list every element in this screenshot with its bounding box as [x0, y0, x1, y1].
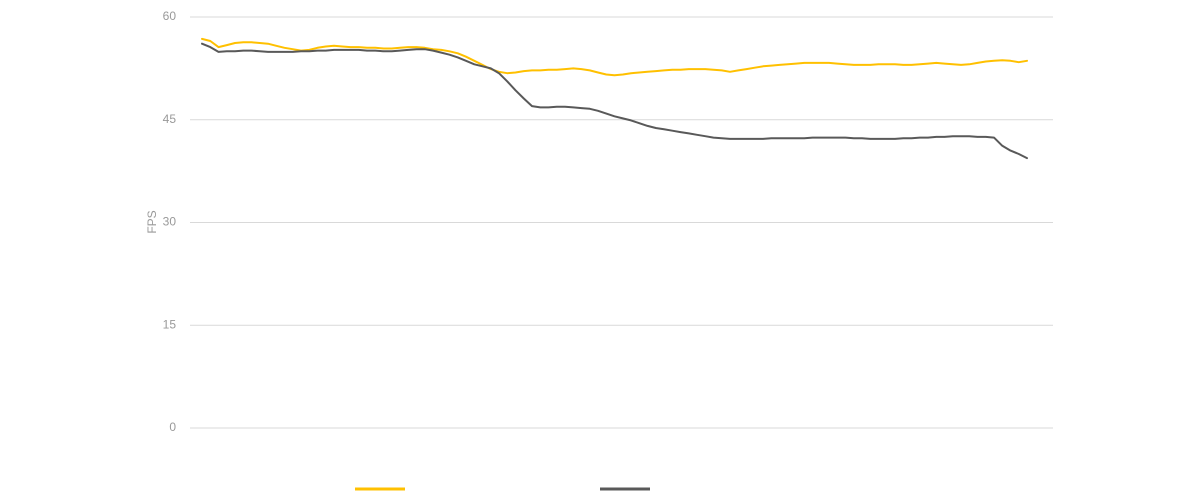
y-tick-label: 30 — [163, 215, 177, 229]
series-line-2 — [201, 42, 1028, 160]
y-axis-tick-labels: 0 15 30 45 60 — [163, 9, 177, 434]
y-axis-title: FPS — [145, 210, 159, 233]
y-tick-label: 60 — [163, 9, 177, 23]
y-tick-label: 45 — [163, 112, 177, 126]
series-lines — [201, 37, 1028, 160]
gridlines — [190, 16, 1053, 429]
y-tick-label: 15 — [163, 317, 177, 331]
series-line-1 — [201, 37, 1028, 77]
y-tick-label: 0 — [169, 420, 176, 434]
